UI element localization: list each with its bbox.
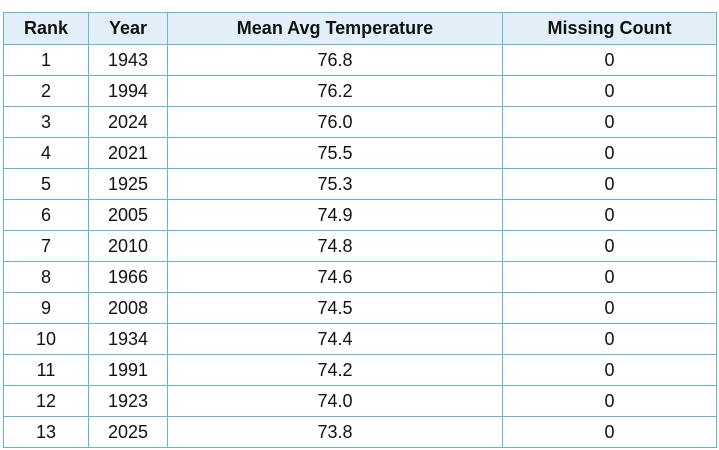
table-container: Rank Year Mean Avg Temperature Missing Coun… bbox=[3, 12, 717, 448]
table-cell: 2025 bbox=[88, 416, 168, 448]
table-cell: 2 bbox=[3, 75, 89, 107]
table-body: 1 1943 76.8 0 2 1994 76.2 0 3 2024 76.0 0 4 2021 75.5 0… bbox=[3, 44, 717, 448]
table-row: 10 1934 74.4 0 bbox=[3, 323, 717, 355]
table-cell: 4 bbox=[3, 137, 89, 169]
table-cell: 1994 bbox=[88, 75, 168, 107]
header-cell: Rank bbox=[3, 12, 89, 45]
table-cell: 0 bbox=[502, 416, 717, 448]
table-cell: 1943 bbox=[88, 44, 168, 76]
table-cell: 74.4 bbox=[167, 323, 503, 355]
table-cell: 74.2 bbox=[167, 354, 503, 386]
table-cell: 74.6 bbox=[167, 261, 503, 293]
table-cell: 13 bbox=[3, 416, 89, 448]
table-cell: 0 bbox=[502, 137, 717, 169]
table-cell: 0 bbox=[502, 199, 717, 231]
table-cell: 3 bbox=[3, 106, 89, 138]
table-cell: 1966 bbox=[88, 261, 168, 293]
table-cell: 1934 bbox=[88, 323, 168, 355]
table-cell: 0 bbox=[502, 75, 717, 107]
table-cell: 1 bbox=[3, 44, 89, 76]
table-cell: 0 bbox=[502, 261, 717, 293]
table-row: 4 2021 75.5 0 bbox=[3, 137, 717, 169]
table-row: 7 2010 74.8 0 bbox=[3, 230, 717, 262]
table-cell: 0 bbox=[502, 323, 717, 355]
table-cell: 5 bbox=[3, 168, 89, 200]
table-cell: 7 bbox=[3, 230, 89, 262]
table-cell: 2021 bbox=[88, 137, 168, 169]
table-header: Rank Year Mean Avg Temperature Missing Coun… bbox=[3, 12, 717, 45]
header-cell: Mean Avg Temperature bbox=[167, 12, 503, 45]
table-cell: 75.5 bbox=[167, 137, 503, 169]
table-row: 12 1923 74.0 0 bbox=[3, 385, 717, 417]
table-cell: 73.8 bbox=[167, 416, 503, 448]
table-cell: 74.9 bbox=[167, 199, 503, 231]
table-cell: 0 bbox=[502, 44, 717, 76]
table-cell: 76.0 bbox=[167, 106, 503, 138]
table-row: 11 1991 74.2 0 bbox=[3, 354, 717, 386]
table-row: 2 1994 76.2 0 bbox=[3, 75, 717, 107]
table-cell: 74.5 bbox=[167, 292, 503, 324]
table-cell: 1925 bbox=[88, 168, 168, 200]
table-cell: 10 bbox=[3, 323, 89, 355]
table-cell: 9 bbox=[3, 292, 89, 324]
data-table: Rank Year Mean Avg Temperature Missing Coun… bbox=[3, 12, 717, 448]
table-row: 13 2025 73.8 0 bbox=[3, 416, 717, 448]
table-row: 1 1943 76.8 0 bbox=[3, 44, 717, 76]
table-cell: 2005 bbox=[88, 199, 168, 231]
table-cell: 6 bbox=[3, 199, 89, 231]
table-cell: 76.2 bbox=[167, 75, 503, 107]
table-row: 3 2024 76.0 0 bbox=[3, 106, 717, 138]
table-cell: 8 bbox=[3, 261, 89, 293]
header-cell: Missing Count bbox=[502, 12, 717, 45]
table-cell: 0 bbox=[502, 230, 717, 262]
table-cell: 0 bbox=[502, 106, 717, 138]
table-cell: 1991 bbox=[88, 354, 168, 386]
table-row: 6 2005 74.9 0 bbox=[3, 199, 717, 231]
table-cell: 0 bbox=[502, 354, 717, 386]
table-cell: 2010 bbox=[88, 230, 168, 262]
table-cell: 75.3 bbox=[167, 168, 503, 200]
table-cell: 11 bbox=[3, 354, 89, 386]
table-row: 8 1966 74.6 0 bbox=[3, 261, 717, 293]
table-cell: 76.8 bbox=[167, 44, 503, 76]
table-cell: 74.8 bbox=[167, 230, 503, 262]
table-cell: 0 bbox=[502, 385, 717, 417]
table-cell: 2024 bbox=[88, 106, 168, 138]
header-cell: Year bbox=[88, 12, 168, 45]
table-cell: 2008 bbox=[88, 292, 168, 324]
table-cell: 0 bbox=[502, 168, 717, 200]
header-row: Rank Year Mean Avg Temperature Missing Coun… bbox=[3, 12, 717, 45]
table-row: 9 2008 74.5 0 bbox=[3, 292, 717, 324]
table-cell: 12 bbox=[3, 385, 89, 417]
table-cell: 0 bbox=[502, 292, 717, 324]
table-cell: 74.0 bbox=[167, 385, 503, 417]
table-cell: 1923 bbox=[88, 385, 168, 417]
table-row: 5 1925 75.3 0 bbox=[3, 168, 717, 200]
